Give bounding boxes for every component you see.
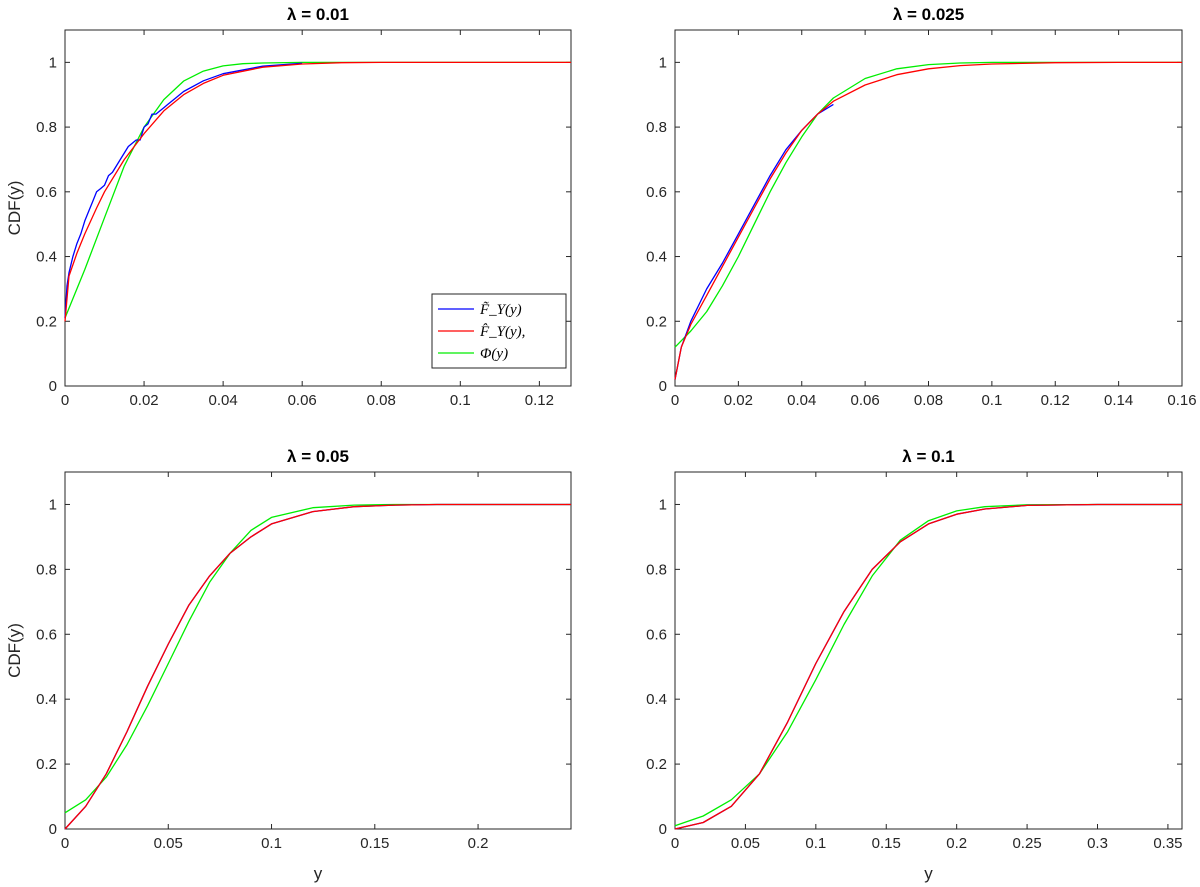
panel-title: λ = 0.1 (902, 447, 954, 466)
y-tick-label: 0.2 (36, 756, 57, 773)
y-tick-label: 0.6 (646, 626, 667, 643)
x-tick-label: 0.05 (154, 835, 183, 852)
x-tick-label: 0.2 (946, 835, 967, 852)
x-tick-label: 0.14 (1104, 392, 1133, 409)
legend-label: Φ(y) (480, 346, 508, 362)
x-tick-label: 0 (61, 835, 69, 852)
x-tick-label: 0.04 (209, 392, 238, 409)
x-tick-label: 0.16 (1167, 392, 1196, 409)
legend-label: F̂_Y(y), (479, 324, 525, 340)
x-tick-label: 0.05 (731, 835, 760, 852)
y-tick-label: 0.8 (36, 561, 57, 578)
plot-area (674, 471, 1183, 830)
x-tick-label: 0.15 (872, 835, 901, 852)
y-tick-label: 0.2 (646, 313, 667, 330)
x-tick-label: 0.08 (914, 392, 943, 409)
y-tick-label: 0.4 (36, 249, 57, 266)
y-tick-label: 0 (49, 821, 57, 838)
x-tick-label: 0 (61, 392, 69, 409)
y-tick-label: 0 (659, 821, 667, 838)
plot-area (64, 471, 572, 830)
y-axis-label: CDF(y) (5, 181, 24, 236)
x-tick-label: 0.2 (468, 835, 489, 852)
x-tick-label: 0.08 (367, 392, 396, 409)
series-phi-line (674, 503, 1182, 827)
panel-title: λ = 0.05 (287, 447, 349, 466)
y-tick-label: 0.4 (646, 249, 667, 266)
x-tick-label: 0.12 (525, 392, 554, 409)
plot-area (674, 29, 1183, 387)
y-axis-label: CDF(y) (5, 623, 24, 678)
x-tick-label: 0.12 (1041, 392, 1070, 409)
x-tick-label: 0.06 (851, 392, 880, 409)
series-empirical-line (64, 62, 303, 319)
x-tick-label: 0.25 (1012, 835, 1041, 852)
chart-panel-3: 0 0.05 0.1 0.15 0.2 0 0.2 0.4 0.6 0.8 1 λ = 0.05 CDF… (5, 447, 572, 883)
y-tick-label: 1 (659, 54, 667, 71)
x-tick-label: 0 (671, 392, 679, 409)
x-tick-label: 0.3 (1087, 835, 1108, 852)
x-axis-label: y (314, 864, 323, 883)
y-tick-label: 0.2 (646, 756, 667, 773)
y-tick-label: 0 (49, 378, 57, 395)
x-tick-label: 0.1 (981, 392, 1002, 409)
y-tick-label: 0.8 (646, 561, 667, 578)
y-tick-label: 0.4 (646, 691, 667, 708)
y-tick-label: 1 (659, 496, 667, 513)
series-estimated-line (64, 503, 571, 830)
x-tick-label: 0.06 (288, 392, 317, 409)
x-tick-label: 0 (671, 835, 679, 852)
y-tick-label: 1 (49, 496, 57, 513)
x-axis-label: y (924, 864, 933, 883)
y-tick-label: 0 (659, 378, 667, 395)
series-estimated-line (674, 503, 1182, 830)
x-tick-label: 0.1 (261, 835, 282, 852)
series-estimated-line (674, 61, 1182, 380)
y-tick-label: 0.6 (646, 184, 667, 201)
panel-title: λ = 0.025 (893, 5, 964, 24)
x-tick-label: 0.02 (129, 392, 158, 409)
legend-label: F̃_Y(y) (479, 302, 522, 318)
x-tick-label: 0.02 (724, 392, 753, 409)
y-tick-label: 0.6 (36, 184, 57, 201)
x-tick-label: 0.1 (450, 392, 471, 409)
panel-title: λ = 0.01 (287, 5, 349, 24)
y-tick-label: 0.6 (36, 626, 57, 643)
y-tick-label: 0.2 (36, 313, 57, 330)
x-tick-label: 0.15 (360, 835, 389, 852)
y-tick-label: 0.8 (646, 119, 667, 136)
y-tick-label: 0.4 (36, 691, 57, 708)
y-tick-label: 0.8 (36, 119, 57, 136)
x-tick-label: 0.1 (805, 835, 826, 852)
x-tick-label: 0.35 (1153, 835, 1182, 852)
series-phi-line (64, 503, 571, 814)
chart-panel-1: 0 0.02 0.04 0.06 0.08 0.1 0.12 0 0.2 0.4 0.6 0.8 1 λ … (5, 5, 572, 409)
chart-panel-2: 0 0.02 0.04 0.06 0.08 0.1 0.12 0.14 0.16 0 0.2 0.4 0… (646, 5, 1196, 409)
x-tick-label: 0.04 (787, 392, 816, 409)
series-estimated-line (64, 61, 571, 322)
chart-panel-4: 0 0.05 0.1 0.15 0.2 0.25 0.3 0.35 0 0.2 0.4 0.6 0.8 1… (646, 447, 1182, 883)
y-tick-label: 1 (49, 54, 57, 71)
